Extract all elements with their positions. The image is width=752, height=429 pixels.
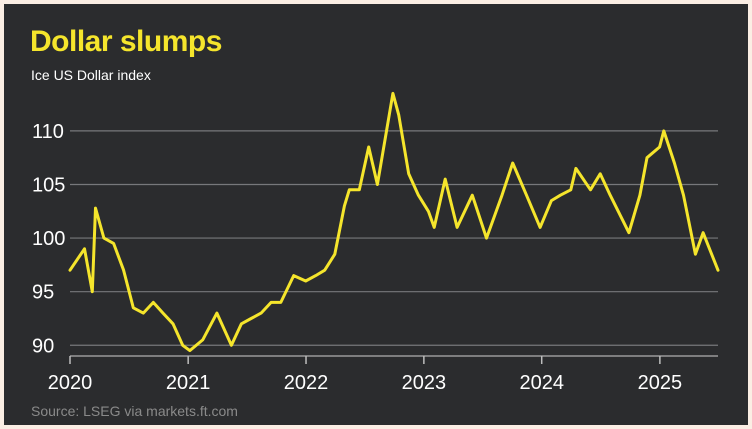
series-line xyxy=(68,91,720,353)
x-tick-label: 2021 xyxy=(166,372,211,394)
x-tick-label: 2022 xyxy=(284,372,329,394)
y-tick-label: 90 xyxy=(32,335,54,357)
chart-title: Dollar slumps xyxy=(30,25,222,58)
line-chart: 90 95 100 105 110 2020 2021 2022 2023 2024 2025 xyxy=(32,91,720,394)
y-tick-label: 100 xyxy=(32,228,65,250)
y-tick-label: 95 xyxy=(32,282,54,304)
chart-subtitle: Ice US Dollar index xyxy=(31,67,151,83)
x-tick-label: 2025 xyxy=(638,372,683,394)
x-tick-label: 2020 xyxy=(48,372,93,394)
y-tick-label: 105 xyxy=(32,174,65,196)
chart-card: Dollar slumps Ice US Dollar index Source… xyxy=(4,4,748,425)
x-tick-label: 2024 xyxy=(519,372,564,394)
chart-source: Source: LSEG via markets.ft.com xyxy=(31,403,238,419)
y-tick-label: 110 xyxy=(32,121,64,143)
x-tick-label: 2023 xyxy=(402,372,447,394)
